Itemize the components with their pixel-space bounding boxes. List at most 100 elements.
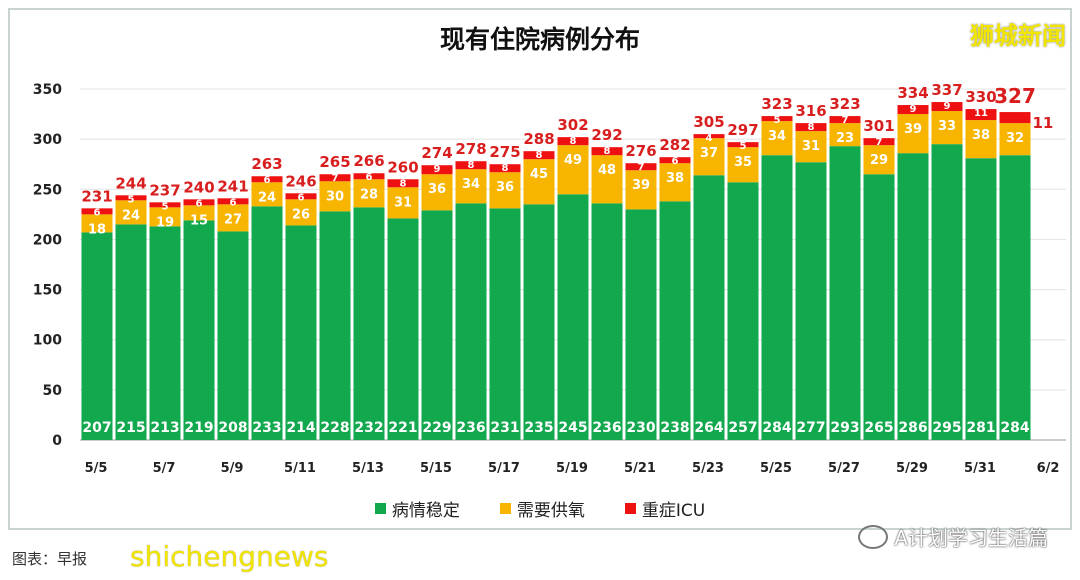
bar-stable	[829, 146, 861, 441]
value-label-stable: 293	[830, 420, 859, 436]
bar-icu	[523, 151, 555, 160]
value-label-stable: 264	[694, 420, 723, 436]
value-label-oxygen: 39	[904, 122, 922, 137]
total-label: 263	[251, 155, 282, 173]
bar-stable	[659, 201, 691, 440]
total-label: 327	[994, 84, 1036, 108]
total-label: 334	[897, 84, 928, 102]
bar-stable	[319, 211, 351, 440]
total-label: 275	[489, 143, 520, 161]
value-label-stable: 221	[388, 420, 417, 436]
bar-stable	[353, 207, 385, 440]
y-tick-label: 100	[33, 333, 62, 349]
value-label-oxygen: 19	[156, 215, 174, 230]
bar-icu	[455, 161, 487, 170]
value-label-icu: 6	[672, 156, 679, 167]
bar-oxygen	[795, 131, 827, 163]
value-label-icu: 7	[638, 162, 645, 173]
bar-icu	[659, 157, 691, 164]
total-label: 265	[319, 153, 350, 171]
value-label-icu: 8	[502, 163, 509, 174]
bar-stable	[557, 194, 589, 440]
value-label-oxygen: 36	[428, 182, 446, 197]
bar-icu	[965, 109, 997, 121]
bar-stable	[863, 174, 895, 440]
bar-icu	[217, 198, 249, 205]
legend-label: 病情稳定	[391, 501, 460, 521]
value-label-oxygen: 34	[768, 129, 786, 144]
x-tick-label: 5/29	[896, 461, 928, 476]
value-label-stable: 236	[592, 420, 621, 436]
bar-stable	[693, 175, 725, 440]
bar-oxygen	[965, 120, 997, 159]
total-label: 305	[693, 113, 724, 131]
x-tick-label: 5/13	[352, 461, 384, 476]
total-label: 241	[217, 177, 248, 195]
value-label-icu: 6	[196, 198, 203, 209]
total-label: 323	[761, 95, 792, 113]
bar-icu	[897, 105, 929, 115]
x-tick-label: 5/25	[760, 461, 792, 476]
bar-oxygen	[931, 111, 963, 145]
bar-oxygen	[387, 187, 419, 219]
bar-stable	[149, 226, 181, 440]
total-label: 260	[387, 158, 418, 176]
value-label-oxygen: 32	[1006, 131, 1024, 146]
bar-oxygen	[455, 169, 487, 204]
y-tick-label: 0	[52, 433, 62, 449]
bar-stable	[523, 204, 555, 440]
total-label: 244	[115, 174, 146, 192]
value-label-oxygen: 37	[700, 146, 718, 161]
value-label-stable: 286	[898, 420, 927, 436]
bar-icu	[693, 134, 725, 139]
value-label-oxygen: 26	[292, 207, 310, 222]
value-label-stable: 257	[728, 420, 757, 436]
legend-swatch	[624, 503, 636, 514]
watermark-top: 狮城新闻	[970, 22, 1066, 50]
value-label-icu: 5	[774, 115, 781, 126]
bar-icu	[115, 195, 147, 201]
x-tick-label: 6/2	[1037, 461, 1060, 476]
bar-icu	[863, 138, 895, 146]
bar-icu	[795, 123, 827, 132]
legend-item-icu: 重症ICU	[624, 496, 705, 521]
bar-icu	[625, 163, 657, 171]
bar-oxygen	[659, 163, 691, 202]
total-label: 276	[625, 142, 656, 160]
total-label: 282	[659, 136, 690, 154]
bar-oxygen	[693, 138, 725, 176]
value-label-oxygen: 29	[870, 153, 888, 168]
total-label: 231	[81, 187, 112, 205]
value-label-stable: 231	[490, 420, 519, 436]
value-label-oxygen: 36	[496, 180, 514, 195]
x-tick-label: 5/19	[556, 461, 588, 476]
bar-icu	[149, 202, 181, 208]
bar-icu	[285, 193, 317, 200]
x-tick-label: 5/7	[153, 461, 176, 476]
bar-icu	[353, 173, 385, 180]
bar-icu	[727, 142, 759, 148]
value-label-icu: 8	[570, 136, 577, 147]
bar-oxygen	[591, 155, 623, 204]
value-label-stable: 277	[796, 420, 825, 436]
total-label: 237	[149, 181, 180, 199]
value-label-oxygen: 18	[88, 222, 106, 237]
bar-oxygen	[761, 121, 793, 156]
caption: 图表：早报	[12, 550, 88, 568]
bar-oxygen	[557, 145, 589, 195]
legend-label: 需要供氧	[516, 501, 585, 521]
total-label: 274	[421, 144, 452, 162]
total-label: 330	[965, 88, 996, 106]
bar-stable	[591, 203, 623, 440]
value-label-icu: 8	[400, 178, 407, 189]
value-label-oxygen: 15	[190, 213, 208, 228]
value-label-stable: 235	[524, 420, 553, 436]
x-tick-label: 5/11	[284, 461, 316, 476]
value-label-stable: 228	[320, 420, 349, 436]
bar-stable	[81, 232, 113, 440]
value-label-oxygen: 34	[462, 177, 480, 192]
total-label: 246	[285, 172, 316, 190]
bar-stable	[897, 153, 929, 440]
bar-oxygen	[829, 123, 861, 147]
